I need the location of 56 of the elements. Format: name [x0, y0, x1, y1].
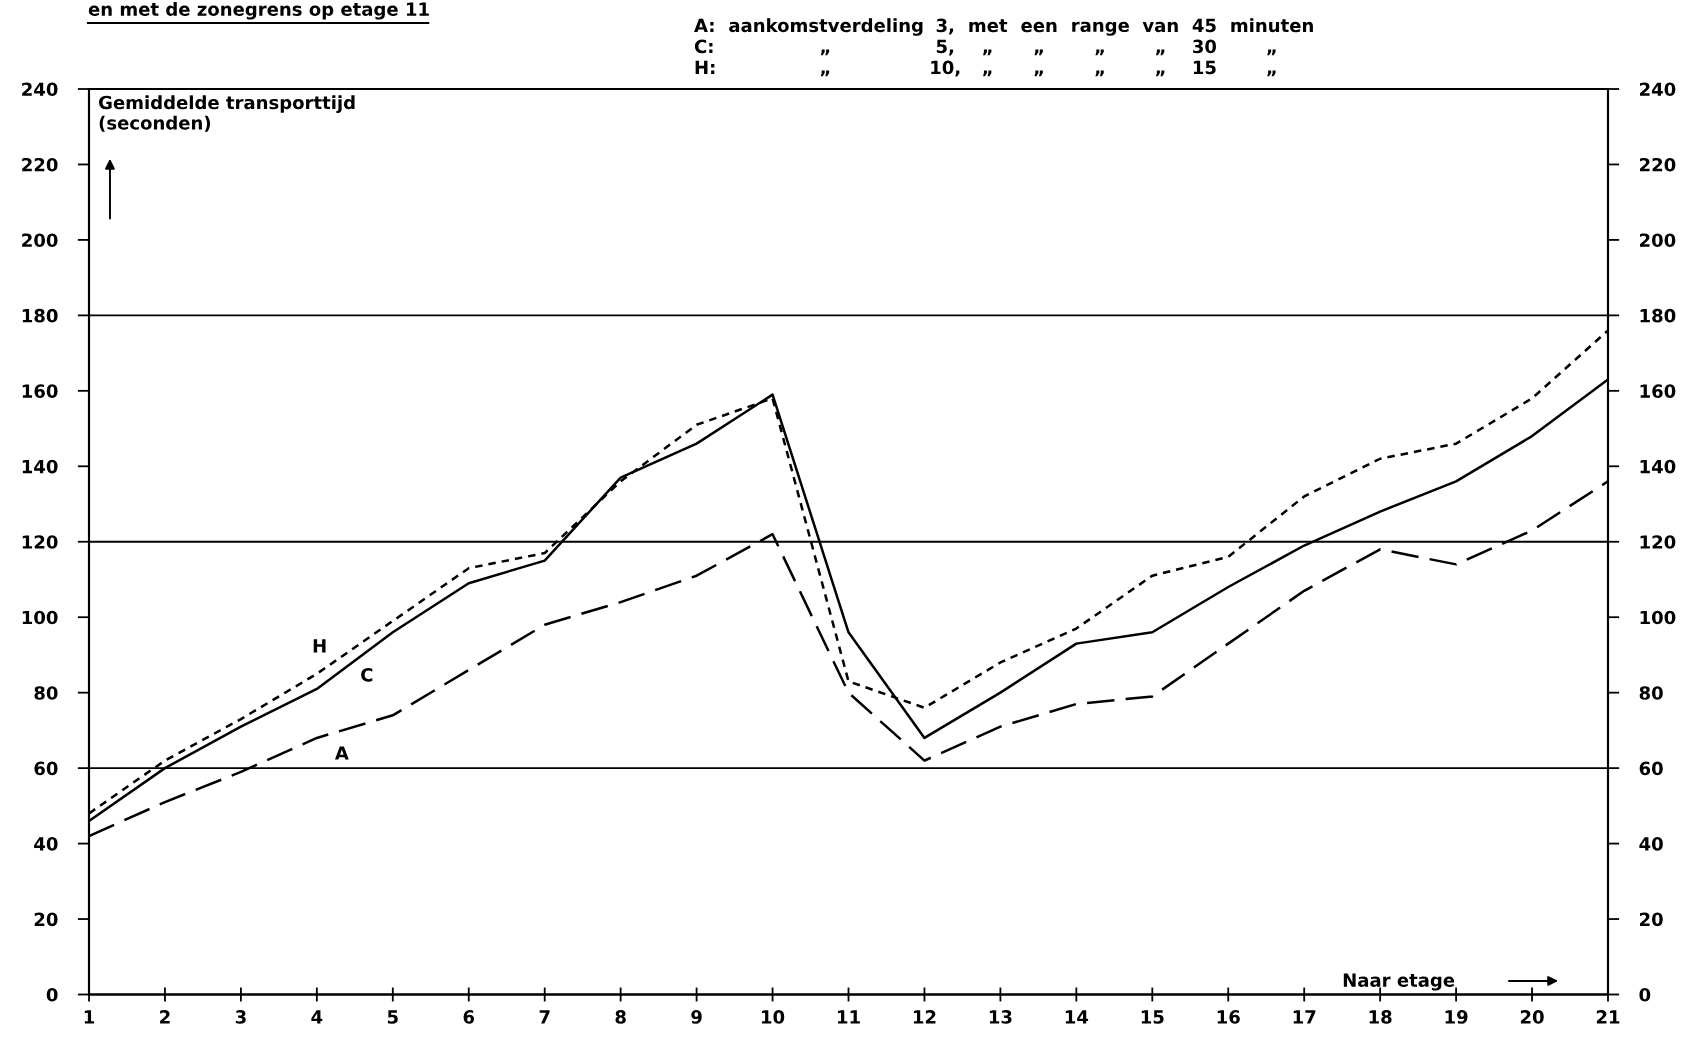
x-tick-label: 13: [989, 1010, 1012, 1024]
series-label: H: [313, 639, 326, 653]
x-tick-label: 7: [539, 1010, 550, 1024]
y2-tick-label: 200: [1639, 233, 1676, 248]
y-tick-label: 180: [22, 308, 58, 323]
x-tick-label: 21: [1596, 1010, 1620, 1024]
x-axis-title: Naar etage: [1343, 973, 1455, 991]
x-tick-label: 8: [615, 1010, 626, 1024]
text: A: aankomstverdeling 3, met een range van 45 minuten: [694, 18, 1313, 36]
x-tick-label: 18: [1369, 1010, 1392, 1024]
y2-tick-label: 80: [1639, 686, 1663, 700]
y-axis-title: Gemiddelde transporttijd (seconden): [99, 95, 355, 132]
y2-tick-label: 120: [1640, 535, 1676, 549]
y-tick-label: 140: [22, 459, 58, 474]
text: H: „ 10, „ „ „ „ 15 „: [695, 60, 1276, 77]
y-tick-label: 80: [34, 686, 58, 700]
series-label: A: [334, 746, 349, 760]
x-tick-label: 9: [691, 1010, 702, 1024]
x-tick-label: 2: [160, 1010, 170, 1024]
y2-tick-label: 20: [1639, 912, 1663, 927]
x-tick-label: 16: [1217, 1010, 1240, 1024]
y-tick-label: 200: [22, 233, 58, 248]
y-tick-label: 0: [46, 987, 58, 1002]
chart-title: en met de zonegrens op etage 11: [88, 2, 429, 20]
y2-tick-label: 40: [1639, 837, 1663, 851]
x-tick-label: 3: [235, 1010, 246, 1024]
y2-tick-label: 160: [1640, 384, 1676, 398]
y-tick-label: 240: [22, 82, 58, 97]
y-tick-label: 160: [22, 384, 58, 398]
series-label: C: [361, 667, 373, 682]
x-tick-label: 4: [311, 1010, 323, 1024]
x-tick-label: 11: [837, 1010, 860, 1024]
y2-tick-label: 140: [1640, 459, 1676, 474]
y-tick-label: 120: [22, 535, 58, 549]
y-tick-label: 60: [34, 761, 58, 776]
x-tick-label: 17: [1293, 1010, 1316, 1024]
y2-tick-label: 100: [1640, 610, 1676, 625]
y-tick-label: 100: [22, 610, 58, 625]
x-tick-label: 12: [913, 1010, 936, 1024]
x-tick-label: 19: [1445, 1010, 1468, 1024]
y2-tick-label: 240: [1639, 82, 1676, 97]
x-tick-label: 1: [84, 1010, 95, 1024]
y-tick-label: 20: [34, 912, 58, 927]
x-tick-label: 10: [762, 1010, 785, 1024]
x-tick-label: 5: [387, 1010, 398, 1024]
x-tick-label: 6: [463, 1010, 475, 1024]
x-tick-label: 20: [1520, 1010, 1544, 1024]
y2-tick-label: 220: [1639, 157, 1676, 172]
y2-tick-label: 0: [1639, 987, 1651, 1002]
x-tick-label: 15: [1141, 1010, 1164, 1024]
text: C: „ 5, „ „ „ „ 30 „: [694, 39, 1276, 56]
y-tick-label: 220: [22, 157, 58, 172]
x-tick-label: 14: [1065, 1010, 1089, 1024]
y-tick-label: 40: [34, 837, 58, 851]
y2-tick-label: 60: [1639, 761, 1663, 776]
y2-tick-label: 180: [1640, 308, 1676, 323]
